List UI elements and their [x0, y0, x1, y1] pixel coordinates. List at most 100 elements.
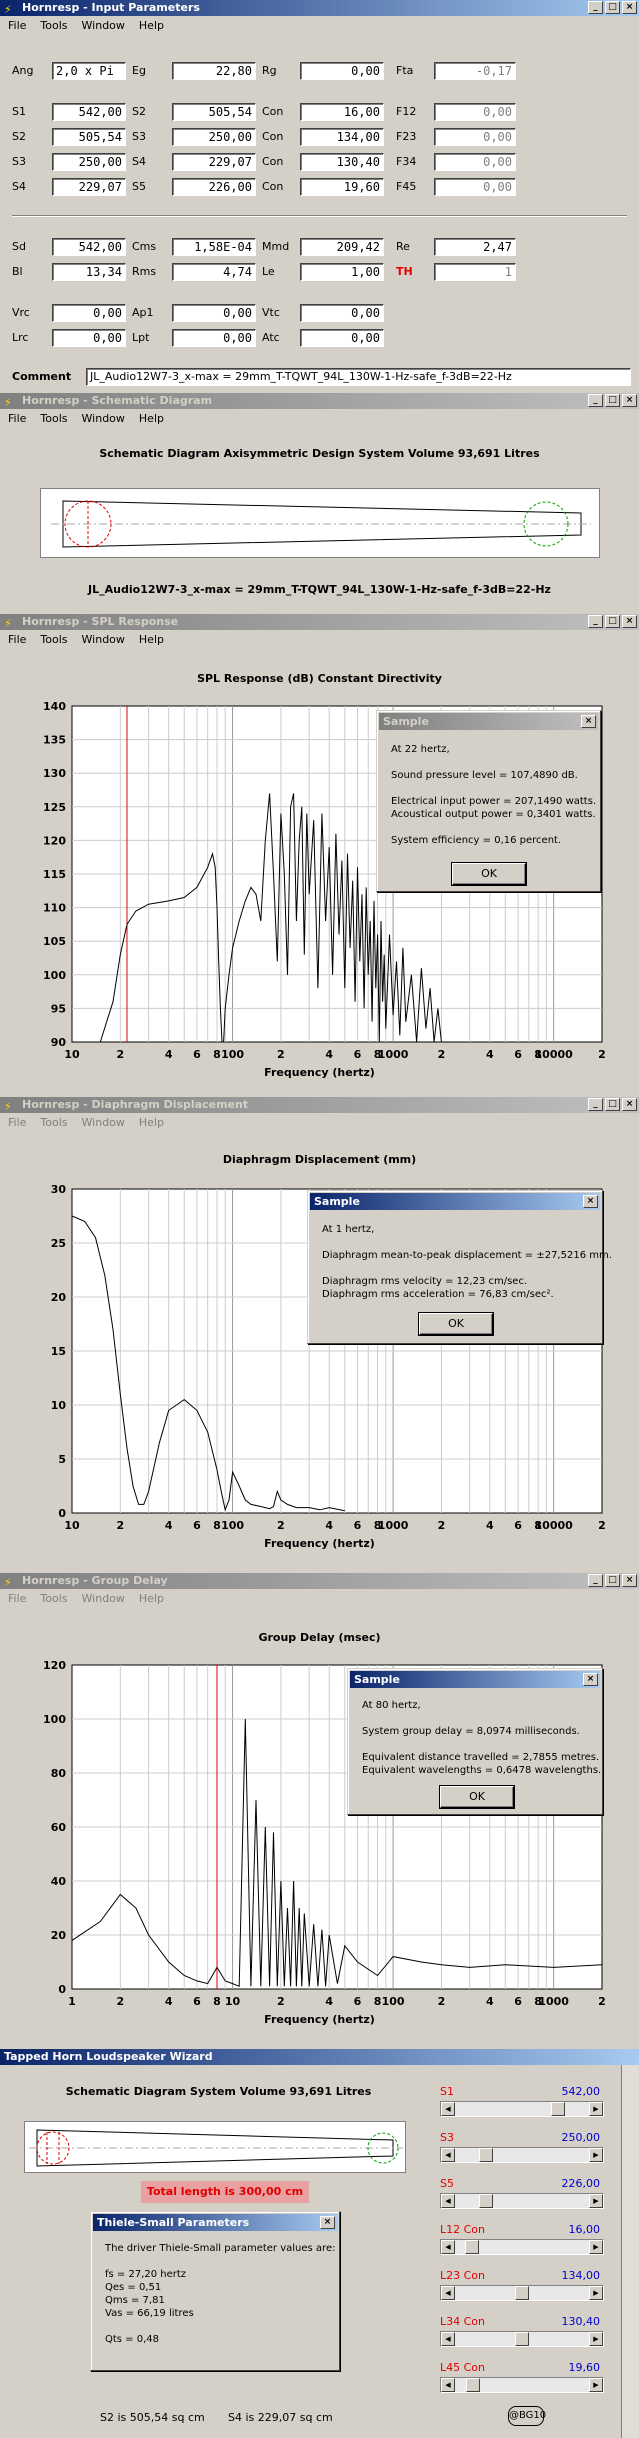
param-field[interactable]: 229,07	[52, 178, 126, 196]
menu-window[interactable]: Window	[81, 412, 125, 425]
menu-tools[interactable]: Tools	[40, 19, 68, 32]
slider-track[interactable]: ◀ ▶	[440, 2239, 604, 2255]
menu-tools[interactable]: Tools	[40, 633, 68, 646]
slider-left-arrow-icon[interactable]: ◀	[441, 2286, 455, 2300]
close-icon[interactable]: ×	[581, 715, 596, 728]
slider-thumb[interactable]	[551, 2102, 565, 2116]
maximize-button[interactable]: □	[605, 1, 620, 14]
maximize-button[interactable]: □	[605, 1574, 620, 1587]
menu-help[interactable]: Help	[138, 412, 164, 425]
param-field[interactable]: 0,00	[434, 128, 516, 146]
menu-help[interactable]: Help	[138, 633, 164, 646]
param-field[interactable]: 1,58E-04	[172, 238, 256, 256]
maximize-button[interactable]: □	[605, 394, 620, 407]
titlebar[interactable]: ⚡ Hornresp - Input Parameters _ □ ×	[0, 0, 639, 16]
param-field[interactable]: 250,00	[52, 153, 126, 171]
menu-tools[interactable]: Tools	[40, 1116, 68, 1129]
slider-right-arrow-icon[interactable]: ▶	[589, 2240, 603, 2254]
bg10-badge[interactable]: @BG10	[508, 2406, 546, 2426]
param-field[interactable]: 0,00	[52, 329, 126, 347]
param-field[interactable]: 19,60	[300, 178, 384, 196]
slider-right-arrow-icon[interactable]: ▶	[589, 2378, 603, 2392]
menu-help[interactable]: Help	[138, 1116, 164, 1129]
slider-thumb[interactable]	[464, 2240, 479, 2254]
slider-thumb[interactable]	[515, 2286, 529, 2300]
titlebar[interactable]: Tapped Horn Loudspeaker Wizard	[0, 2049, 639, 2065]
titlebar[interactable]: ⚡ Hornresp - Diaphragm Displacement _ □ ×	[0, 1097, 639, 1113]
maximize-button[interactable]: □	[605, 1098, 620, 1111]
slider-track[interactable]: ◀ ▶	[440, 2193, 604, 2209]
menu-file[interactable]: File	[8, 19, 27, 32]
slider-thumb[interactable]	[465, 2378, 480, 2392]
slider-right-arrow-icon[interactable]: ▶	[589, 2194, 603, 2208]
ok-button[interactable]: OK	[452, 863, 526, 885]
slider-left-arrow-icon[interactable]: ◀	[441, 2194, 455, 2208]
slider-right-arrow-icon[interactable]: ▶	[589, 2332, 603, 2346]
menu-file[interactable]: File	[8, 1592, 27, 1605]
slider-left-arrow-icon[interactable]: ◀	[441, 2332, 455, 2346]
titlebar[interactable]: ⚡ Hornresp - SPL Response _ □ ×	[0, 614, 639, 630]
minimize-button[interactable]: _	[588, 1, 603, 14]
slider-track[interactable]: ◀ ▶	[440, 2331, 604, 2347]
dialog-titlebar[interactable]: Sample ×	[379, 713, 598, 730]
param-field[interactable]: 1	[434, 263, 516, 281]
slider-left-arrow-icon[interactable]: ◀	[441, 2102, 455, 2116]
param-field[interactable]: 4,74	[172, 263, 256, 281]
menu-window[interactable]: Window	[81, 1592, 125, 1605]
param-field[interactable]: 0,00	[434, 103, 516, 121]
minimize-button[interactable]: _	[588, 1098, 603, 1111]
menu-tools[interactable]: Tools	[40, 412, 68, 425]
param-field[interactable]: 1,00	[300, 263, 384, 281]
menu-window[interactable]: Window	[81, 1116, 125, 1129]
menu-file[interactable]: File	[8, 1116, 27, 1129]
param-field[interactable]: 16,00	[300, 103, 384, 121]
close-button[interactable]: ×	[622, 615, 637, 628]
menu-file[interactable]: File	[8, 633, 27, 646]
close-button[interactable]: ×	[622, 394, 637, 407]
slider-right-arrow-icon[interactable]: ▶	[589, 2286, 603, 2300]
param-field[interactable]: 0,00	[434, 178, 516, 196]
param-field[interactable]: 505,54	[52, 128, 126, 146]
param-field[interactable]: 0,00	[434, 153, 516, 171]
menu-file[interactable]: File	[8, 412, 27, 425]
titlebar[interactable]: ⚡ Hornresp - Group Delay _ □ ×	[0, 1573, 639, 1589]
minimize-button[interactable]: _	[588, 394, 603, 407]
close-button[interactable]: ×	[622, 1098, 637, 1111]
slider-left-arrow-icon[interactable]: ◀	[441, 2148, 455, 2162]
menu-help[interactable]: Help	[138, 1592, 164, 1605]
menu-tools[interactable]: Tools	[40, 1592, 68, 1605]
slider-left-arrow-icon[interactable]: ◀	[441, 2378, 455, 2392]
param-field[interactable]: -0,17	[434, 62, 516, 80]
close-icon[interactable]: ×	[583, 1195, 598, 1208]
param-field[interactable]: 229,07	[172, 153, 256, 171]
minimize-button[interactable]: _	[588, 1574, 603, 1587]
window-scrollbar[interactable]	[621, 2065, 639, 2438]
param-field[interactable]: 13,34	[52, 263, 126, 281]
minimize-button[interactable]: _	[588, 615, 603, 628]
close-icon[interactable]: ×	[320, 2216, 335, 2229]
param-field[interactable]: 130,40	[300, 153, 384, 171]
dialog-titlebar[interactable]: Sample ×	[350, 1671, 600, 1688]
slider-thumb[interactable]	[515, 2332, 529, 2346]
close-icon[interactable]: ×	[583, 1673, 598, 1686]
param-field[interactable]: 0,00	[300, 329, 384, 347]
slider-track[interactable]: ◀ ▶	[440, 2377, 604, 2393]
param-field[interactable]: 0,00	[300, 304, 384, 322]
slider-track[interactable]: ◀ ▶	[440, 2101, 604, 2117]
slider-left-arrow-icon[interactable]: ◀	[441, 2240, 455, 2254]
slider-track[interactable]: ◀ ▶	[440, 2147, 604, 2163]
ok-button[interactable]: OK	[440, 1786, 514, 1808]
slider-right-arrow-icon[interactable]: ▶	[589, 2148, 603, 2162]
close-button[interactable]: ×	[622, 1, 637, 14]
menu-window[interactable]: Window	[81, 633, 125, 646]
param-field[interactable]: 0,00	[172, 304, 256, 322]
slider-thumb[interactable]	[479, 2194, 493, 2208]
param-field[interactable]: 542,00	[52, 103, 126, 121]
titlebar[interactable]: ⚡ Hornresp - Schematic Diagram _ □ ×	[0, 393, 639, 409]
param-field[interactable]: 209,42	[300, 238, 384, 256]
slider-track[interactable]: ◀ ▶	[440, 2285, 604, 2301]
param-field[interactable]: 2,47	[434, 238, 516, 256]
param-field[interactable]: 2,0 x Pi	[52, 62, 126, 80]
dialog-titlebar[interactable]: Sample ×	[310, 1193, 600, 1210]
param-field[interactable]: 0,00	[52, 304, 126, 322]
